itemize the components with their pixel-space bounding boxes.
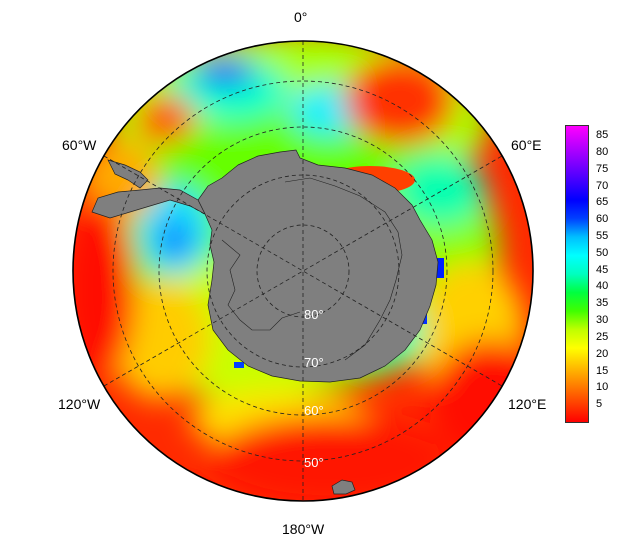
colorbar-tick-55: 55 [596,230,609,242]
island-land [331,479,356,495]
lat-label-70: 70° [304,355,324,370]
colorbar-tick-40: 40 [596,280,609,293]
lon-label-60w: 60°W [62,137,97,153]
ice-shelf-outline [221,177,403,361]
colorbar-tick-10: 10 [596,381,609,394]
lat-label-80: 80° [304,307,324,322]
lat-label-50: 50° [304,455,324,470]
map-boundary [72,40,534,502]
colorbar-tick-25: 25 [596,330,609,343]
colorbar-tick-70: 70 [596,179,609,192]
colorbar-tick-30: 30 [596,314,609,327]
lon-label-60e: 60°E [511,137,542,153]
lon-label-120w: 120°W [58,396,101,412]
colorbar-tick-75: 75 [596,162,609,175]
south-america-land [107,159,149,189]
colorbar-tick-50: 50 [596,246,609,259]
colorbar-tick-85: 85 [596,129,609,142]
colorbar-tick-60: 60 [596,213,609,226]
colorbar-tick-80: 80 [596,145,609,158]
graticule [103,41,503,501]
colorbar-tick-15: 15 [596,364,609,377]
colorbar-tick-45: 45 [596,263,609,276]
colorbar-tick-20: 20 [596,347,609,360]
colorbar [565,125,589,423]
colorbar-tick-5: 5 [596,398,603,411]
antarctica-landmass [197,149,439,383]
lon-label-0: 0° [294,9,308,25]
lat-label-60: 60° [304,403,324,418]
lon-label-180w: 180°W [282,521,325,537]
lon-label-120e: 120°E [508,396,547,412]
colorbar-tick-65: 65 [596,196,609,209]
colorbar-tick-35: 35 [596,297,609,310]
antarctic-peninsula [91,187,206,219]
